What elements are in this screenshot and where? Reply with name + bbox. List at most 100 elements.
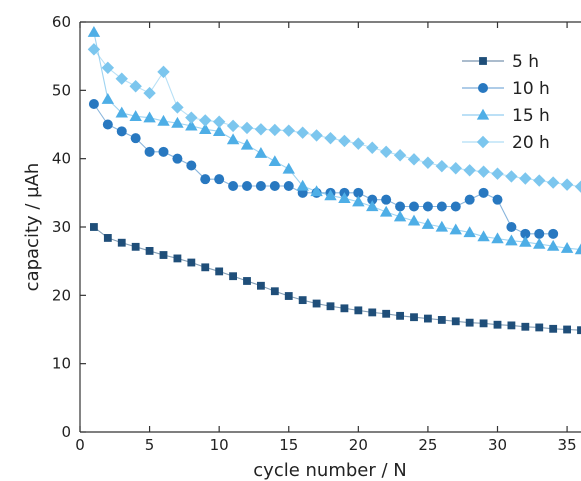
series-line	[93, 103, 554, 235]
data-point	[393, 149, 407, 162]
data-point	[353, 187, 364, 198]
y-tick-label: 50	[52, 81, 71, 99]
legend-marker	[479, 57, 487, 65]
data-point	[187, 258, 196, 267]
data-point	[519, 172, 532, 185]
data-point	[464, 194, 475, 205]
data-point	[268, 155, 282, 167]
data-point	[229, 272, 237, 281]
data-point	[200, 174, 211, 185]
data-point	[201, 263, 210, 272]
data-point	[410, 313, 418, 322]
data-point	[520, 228, 531, 239]
data-point	[173, 254, 182, 263]
data-point	[102, 119, 113, 130]
data-point	[240, 121, 254, 135]
data-point	[354, 306, 363, 315]
legend-marker	[476, 135, 490, 149]
data-point	[171, 116, 184, 128]
data-point	[492, 194, 503, 205]
data-point	[131, 242, 140, 251]
data-point	[577, 326, 581, 335]
series-20h	[87, 43, 581, 193]
x-ticks: 0 5 10 15 20 25 30 35	[75, 22, 577, 454]
x-tick-label: 10	[210, 436, 229, 454]
data-point	[255, 181, 266, 191]
data-point	[282, 162, 295, 174]
legend-item: 20 h	[462, 133, 550, 153]
y-tick-label: 40	[52, 150, 71, 168]
data-point	[436, 201, 447, 212]
data-point	[270, 287, 279, 296]
data-point	[282, 124, 295, 137]
data-point	[463, 164, 476, 177]
data-point	[87, 43, 101, 56]
data-point	[215, 267, 224, 276]
x-tick-label: 20	[349, 436, 368, 454]
data-point	[186, 160, 197, 171]
data-point	[367, 194, 378, 205]
legend-label: 20 h	[512, 133, 550, 153]
legend-marker	[478, 83, 488, 93]
series-5h	[90, 223, 581, 335]
series-layer	[87, 26, 581, 335]
data-point	[505, 234, 518, 246]
data-point	[465, 318, 474, 327]
data-point	[435, 159, 449, 173]
series-15h	[87, 26, 581, 255]
data-point	[310, 129, 323, 142]
data-point	[129, 110, 142, 121]
y-tick-label: 30	[52, 218, 71, 236]
data-point	[214, 174, 225, 185]
data-point	[144, 146, 155, 157]
data-point	[381, 194, 392, 205]
data-point	[101, 61, 115, 74]
data-point	[338, 192, 351, 203]
data-point	[546, 176, 560, 189]
data-point	[574, 243, 581, 255]
x-tick-label: 25	[418, 436, 437, 454]
data-point	[171, 101, 184, 114]
data-point	[574, 180, 581, 193]
data-point	[478, 187, 489, 198]
data-point	[546, 239, 560, 251]
data-point	[493, 320, 502, 329]
data-point	[242, 181, 252, 191]
y-tick-label: 60	[52, 13, 71, 31]
series-line	[93, 32, 581, 251]
data-point	[491, 167, 504, 180]
data-point	[506, 222, 517, 232]
y-tick-label: 10	[52, 355, 71, 373]
data-point	[534, 228, 545, 239]
data-point	[159, 251, 168, 259]
data-point	[422, 201, 433, 212]
data-point	[393, 210, 407, 222]
legend-label: 5 h	[512, 52, 539, 72]
data-point	[269, 181, 280, 191]
data-point	[172, 153, 183, 164]
data-point	[382, 309, 391, 318]
data-point	[396, 311, 404, 320]
data-point	[519, 235, 532, 247]
data-point	[507, 321, 516, 330]
data-point	[157, 114, 170, 126]
data-point	[324, 189, 337, 201]
data-point	[477, 165, 490, 178]
data-point	[312, 299, 321, 308]
data-point	[548, 228, 559, 239]
data-point	[240, 138, 254, 150]
y-tick-label: 20	[52, 286, 71, 304]
data-point	[130, 133, 141, 144]
data-point	[143, 111, 156, 123]
data-point	[366, 141, 379, 154]
data-point	[268, 123, 282, 137]
data-point	[560, 241, 574, 253]
data-point	[90, 223, 98, 231]
data-point	[87, 26, 101, 37]
data-point	[212, 125, 226, 136]
y-tick-label: 0	[61, 423, 71, 441]
data-point	[535, 323, 544, 332]
data-point	[449, 223, 462, 235]
series-10h	[88, 99, 559, 239]
